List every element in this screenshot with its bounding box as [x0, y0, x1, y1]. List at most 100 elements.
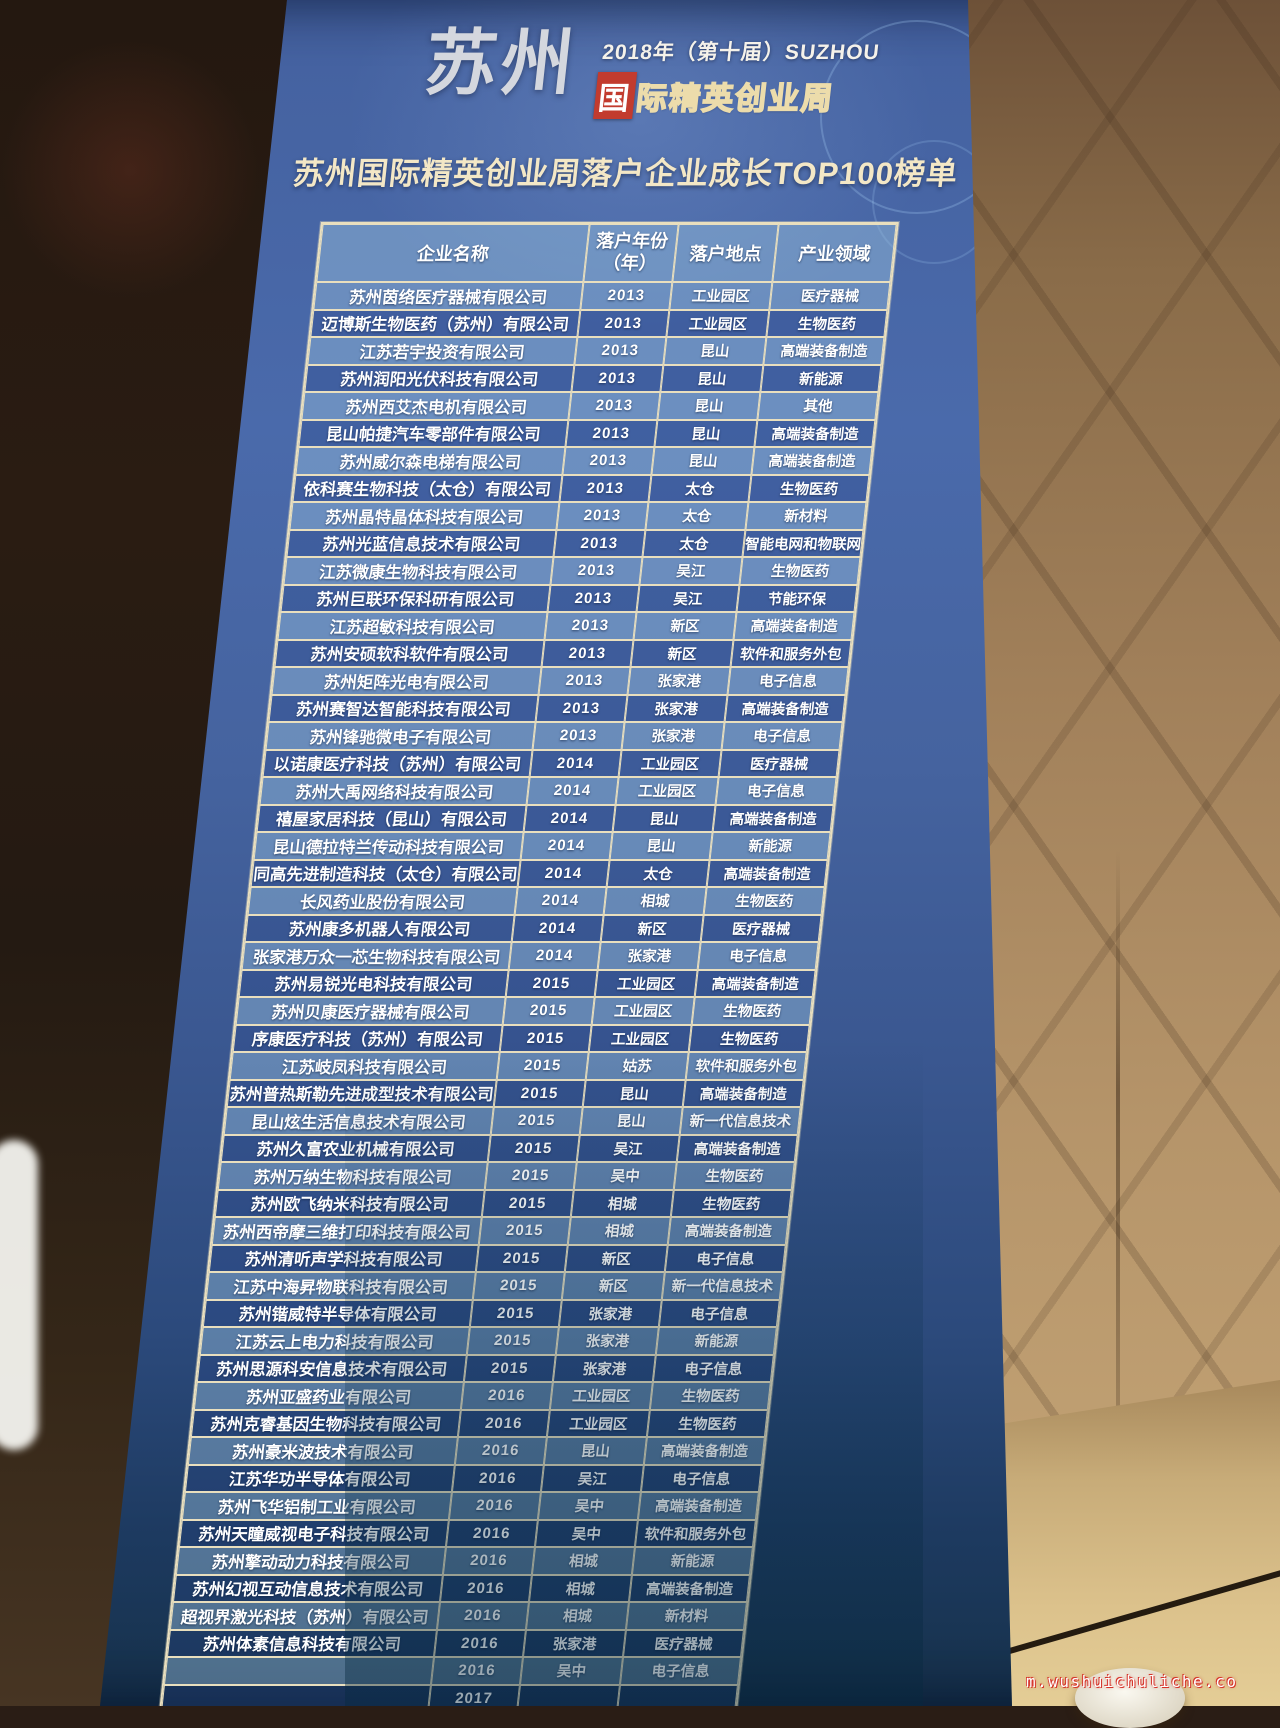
table-row: 苏州大禹网络科技有限公司 2014 工业园区 电子信息 — [259, 777, 837, 805]
cell-year: 2013 — [532, 722, 625, 750]
header-year: 落户年份 （年） — [583, 224, 679, 282]
cell-location: 张家港 — [552, 1354, 657, 1382]
table-row: 苏州飞华铝制工业有限公司 2016 吴中 高端装备制造 — [181, 1492, 759, 1520]
table-row: 2017 — [161, 1684, 738, 1706]
cell-industry: 高端装备制造 — [733, 612, 855, 640]
cell-year: 2013 — [541, 639, 634, 667]
cell-year: 2014 — [526, 777, 619, 805]
cell-year: 2016 — [436, 1602, 529, 1630]
logo-first-char-red-box: 国 — [593, 72, 638, 119]
cell-location: 昆山 — [612, 804, 716, 832]
cell-year: 2016 — [439, 1574, 532, 1602]
cell-company: 苏州威尔森电梯有限公司 — [295, 447, 566, 475]
cell-year: 2013 — [535, 694, 628, 722]
cell-company: 超视界激光科技（苏州）有限公司 — [169, 1602, 440, 1630]
cell-year: 2016 — [433, 1629, 526, 1657]
cell-location: 昆山 — [582, 1079, 687, 1107]
cell-industry: 其他 — [757, 392, 879, 420]
table-row: 苏州亚盛药业有限公司 2016 工业园区 生物医药 — [193, 1382, 771, 1410]
logo-outline-chars: 际精英创业周 — [634, 80, 837, 117]
header-company: 企业名称 — [316, 224, 590, 282]
table-row: 苏州西艾杰电机有限公司 2013 昆山 其他 — [301, 392, 879, 420]
table-row: 江苏超敏科技有限公司 2013 新区 高端装备制造 — [277, 612, 855, 640]
cell-company: 苏州锴威特半导体有限公司 — [202, 1299, 473, 1327]
cell-location: 张家港 — [624, 694, 728, 722]
cell-company: 张家港万众一芯生物科技有限公司 — [241, 942, 512, 970]
table-row: 超视界激光科技（苏州）有限公司 2016 相城 新材料 — [169, 1602, 747, 1630]
elite-week-logo: 国际精英创业周 — [593, 72, 837, 119]
cell-year: 2015 — [475, 1244, 568, 1272]
cell-industry: 新能源 — [709, 832, 831, 860]
cell-year: 2013 — [559, 474, 652, 502]
cell-location: 昆山 — [543, 1437, 648, 1465]
cell-company: 苏州亚盛药业有限公司 — [193, 1382, 464, 1410]
cell-industry: 电子信息 — [697, 942, 819, 970]
cell-year: 2013 — [553, 529, 646, 557]
cell-company — [161, 1684, 431, 1706]
cell-company: 江苏中海昇物联科技有限公司 — [205, 1272, 476, 1300]
cell-year: 2013 — [547, 584, 640, 612]
header-location: 落户地点 — [672, 224, 779, 282]
cell-year: 2016 — [454, 1437, 547, 1465]
cell-location: 工业园区 — [666, 309, 770, 337]
header-year-line1: 落户年份 — [595, 231, 670, 252]
cell-industry: 生物医药 — [650, 1382, 771, 1410]
cell-year: 2015 — [484, 1162, 577, 1190]
cell-industry: 电子信息 — [641, 1464, 762, 1492]
cell-location: 张家港 — [555, 1327, 660, 1355]
cell-company: 苏州大禹网络科技有限公司 — [259, 777, 530, 805]
table-row: 苏州欧飞纳米科技有限公司 2015 相城 生物医药 — [214, 1189, 792, 1217]
cell-location: 相城 — [603, 887, 707, 915]
cell-industry: 电子信息 — [715, 777, 837, 805]
cell-location: 张家港 — [522, 1629, 627, 1657]
cell-location: 张家港 — [597, 942, 701, 970]
cell-industry: 高端装备制造 — [677, 1134, 798, 1162]
cell-location: 吴中 — [573, 1162, 678, 1190]
cell-location: 工业园区 — [615, 777, 719, 805]
cell-company: 苏州茵络医疗器械有限公司 — [313, 282, 584, 310]
cell-location: 太仓 — [642, 529, 746, 557]
table-row: 苏州清听声学科技有限公司 2015 新区 电子信息 — [208, 1244, 786, 1272]
table-row: 苏州锴威特半导体有限公司 2015 张家港 电子信息 — [202, 1299, 780, 1327]
cell-company: 苏州体素信息科技有限公司 — [166, 1629, 437, 1657]
table-body: 苏州茵络医疗器械有限公司 2013 工业园区 医疗器械 迈博斯生物医药（苏州）有限公司 2… — [161, 282, 891, 1706]
cell-location: 相城 — [567, 1217, 672, 1245]
cell-year: 2015 — [499, 1024, 592, 1052]
cell-year: 2015 — [469, 1299, 562, 1327]
cell-location: 工业园区 — [591, 997, 696, 1025]
cell-location: 吴中 — [534, 1519, 639, 1547]
table-row: 苏州茵络医疗器械有限公司 2013 工业园区 医疗器械 — [313, 282, 891, 310]
cell-year: 2013 — [568, 392, 661, 420]
cell-company: 序康医疗科技（苏州）有限公司 — [232, 1024, 503, 1052]
cell-year: 2017 — [427, 1684, 520, 1706]
cell-industry: 生物医药 — [689, 1024, 810, 1052]
cell-company: 昆山帕捷汽车零部件有限公司 — [298, 419, 569, 447]
cell-year: 2013 — [556, 502, 649, 530]
table-row: 苏州克睿基因生物科技有限公司 2016 工业园区 生物医药 — [190, 1409, 768, 1437]
cell-location: 新区 — [561, 1272, 666, 1300]
header-year-line2: （年） — [601, 253, 658, 273]
cell-industry: 软件和服务外包 — [635, 1519, 756, 1547]
cell-industry: 高端装备制造 — [763, 337, 885, 365]
cell-location: 昆山 — [657, 392, 761, 420]
cell-industry: 医疗器械 — [700, 914, 822, 942]
cell-location: 太仓 — [645, 502, 749, 530]
cell-company: 苏州西艾杰电机有限公司 — [301, 392, 572, 420]
table-row: 苏州西帝摩三维打印科技有限公司 2015 相城 高端装备制造 — [211, 1217, 789, 1245]
table-row: 昆山帕捷汽车零部件有限公司 2013 昆山 高端装备制造 — [298, 419, 876, 447]
cell-industry: 电子信息 — [659, 1299, 780, 1327]
cell-industry: 电子信息 — [653, 1354, 774, 1382]
cell-company: 苏州巨联环保科研有限公司 — [280, 584, 551, 612]
cell-location: 姑苏 — [585, 1052, 690, 1080]
cell-company: 苏州贝康医疗器械有限公司 — [235, 997, 506, 1025]
cell-industry: 医疗器械 — [769, 282, 891, 310]
cell-year: 2013 — [565, 419, 658, 447]
cell-year: 2015 — [463, 1354, 556, 1382]
cell-location: 昆山 — [579, 1107, 684, 1135]
cell-company: 苏州豪米波技术有限公司 — [187, 1437, 458, 1465]
cell-location: 太仓 — [606, 859, 710, 887]
table-row: 苏州晶特晶体科技有限公司 2013 太仓 新材料 — [289, 502, 867, 530]
cell-location: 相城 — [528, 1574, 633, 1602]
cell-company: 苏州锋驰微电子有限公司 — [265, 722, 536, 750]
cell-company: 江苏云上电力科技有限公司 — [199, 1327, 470, 1355]
